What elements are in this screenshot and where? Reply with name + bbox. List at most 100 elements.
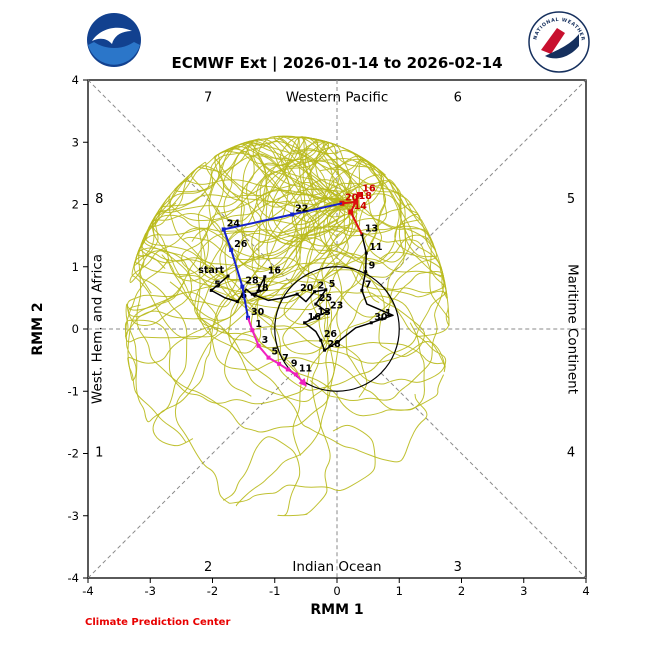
- trajectory-marker: [229, 247, 234, 252]
- ensemble-member: [196, 155, 428, 463]
- ensemble-member: [222, 208, 356, 517]
- phase-number: 5: [567, 192, 575, 207]
- phase-number: 8: [95, 192, 103, 207]
- phase-number: 4: [567, 445, 575, 460]
- nws-blue-swoosh-icon: [545, 34, 579, 59]
- region-label: Western Pacific: [286, 89, 389, 105]
- trajectory-day-label: 9: [369, 261, 376, 272]
- trajectory-day-label: 9: [291, 358, 298, 369]
- x-tick-label: 2: [458, 584, 465, 598]
- trajectory-marker: [364, 251, 368, 255]
- x-tick-label: 1: [396, 584, 403, 598]
- trajectory-day-label: 13: [318, 307, 331, 318]
- trajectory-day-label: 5: [214, 279, 221, 290]
- trajectory-marker: [360, 288, 364, 292]
- ensemble-member: [178, 136, 400, 301]
- trajectory-marker: [323, 348, 327, 352]
- ensemble-member: [127, 140, 346, 443]
- trajectory-day-label: 11: [369, 242, 382, 253]
- noaa-logo-sea: [88, 42, 140, 65]
- ensemble-member: [174, 146, 446, 283]
- ensemble-member: [135, 135, 345, 276]
- trajectory-marker: [325, 310, 329, 314]
- ensemble-member: [235, 201, 444, 507]
- trajectory-marker: [256, 343, 261, 348]
- y-tick-label: -3: [68, 509, 79, 523]
- trajectory-observed: [210, 234, 394, 351]
- trajectory-marker: [356, 192, 362, 198]
- y-tick-label: 3: [72, 135, 79, 149]
- ensemble-member: [182, 214, 344, 403]
- trajectory-day-label: 13: [365, 223, 378, 234]
- trajectory-day-label: 18: [359, 191, 373, 202]
- x-tick-label: 4: [582, 584, 589, 598]
- trajectory-marker: [314, 302, 318, 306]
- trajectory-marker: [380, 317, 384, 321]
- ensemble-spaghetti: [124, 135, 450, 517]
- trajectory-marker: [290, 212, 295, 217]
- ensemble-member: [208, 141, 386, 273]
- unit-circle: [274, 266, 400, 392]
- trajectory-day-label: 7: [282, 353, 289, 364]
- x-tick-label: 0: [333, 584, 340, 598]
- ensemble-member: [181, 189, 425, 417]
- trajectory-marker: [266, 355, 271, 360]
- trajectory-day-label: 20: [345, 192, 359, 203]
- ensemble-member: [282, 204, 426, 357]
- trajectory-arrowhead: [298, 378, 307, 387]
- trajectory-day-label: 28: [245, 276, 259, 287]
- trajectory-marker: [277, 361, 282, 366]
- grid-line: [380, 372, 587, 579]
- trajectory-marker: [250, 328, 255, 333]
- trajectory-marker: [235, 300, 239, 304]
- phase-number: 7: [204, 90, 212, 105]
- x-tick-label: 3: [520, 584, 527, 598]
- trajectory-day-label: 14: [354, 201, 368, 212]
- trajectory-marker: [303, 321, 307, 325]
- trajectory-day-label: 22: [295, 203, 308, 214]
- trajectory-day-label: 16: [308, 312, 322, 323]
- trajectory-marker: [353, 199, 359, 205]
- trajectory-day-label: 25: [319, 293, 332, 304]
- trajectory-marker: [263, 275, 267, 279]
- y-tick-label: 4: [72, 73, 79, 87]
- trajectory-day-label: 11: [299, 363, 312, 374]
- trajectory-day-label: 2: [318, 281, 325, 292]
- noaa-bird-icon: [92, 27, 132, 44]
- trajectory-day-label: 24: [227, 218, 241, 229]
- ensemble-member: [211, 197, 383, 311]
- x-tick-label: -2: [207, 584, 218, 598]
- trajectory-day-label: 28: [328, 339, 342, 350]
- ensemble-member: [125, 213, 358, 343]
- trajectory-day-label: 7: [365, 279, 372, 290]
- y-tick-label: -2: [68, 447, 79, 461]
- trajectory-marker: [295, 292, 299, 296]
- y-tick-label: 0: [72, 322, 79, 336]
- trajectory-marker: [250, 292, 254, 296]
- ensemble-member: [255, 157, 445, 402]
- ensemble-member: [136, 158, 387, 433]
- page-title: ECMWF Ext | 2026-01-14 to 2026-02-14: [171, 54, 502, 73]
- trajectory-day-label: 26: [234, 239, 248, 250]
- nws-red-swoosh-icon: [541, 28, 565, 54]
- trajectory-marker: [240, 284, 245, 289]
- unit-circle-outline: [274, 266, 400, 392]
- x-tick-label: -4: [82, 584, 93, 598]
- trajectory-day-label: 30: [374, 312, 388, 323]
- trajectory-day-label: 20: [300, 283, 314, 294]
- trajectory-marker: [285, 367, 290, 372]
- trajectory-marker: [293, 372, 298, 377]
- trajectory-day-label: 30: [251, 307, 265, 318]
- ensemble-member: [191, 188, 405, 278]
- nws-logo: NATIONAL WEATHER SERVICE: [525, 6, 590, 73]
- grid-line: [380, 79, 587, 286]
- trajectory-marker: [369, 321, 373, 325]
- region-label: Indian Ocean: [292, 559, 381, 575]
- y-tick-label: -1: [68, 384, 79, 398]
- x-tick-label: -3: [145, 584, 156, 598]
- trajectory-marker: [348, 209, 354, 215]
